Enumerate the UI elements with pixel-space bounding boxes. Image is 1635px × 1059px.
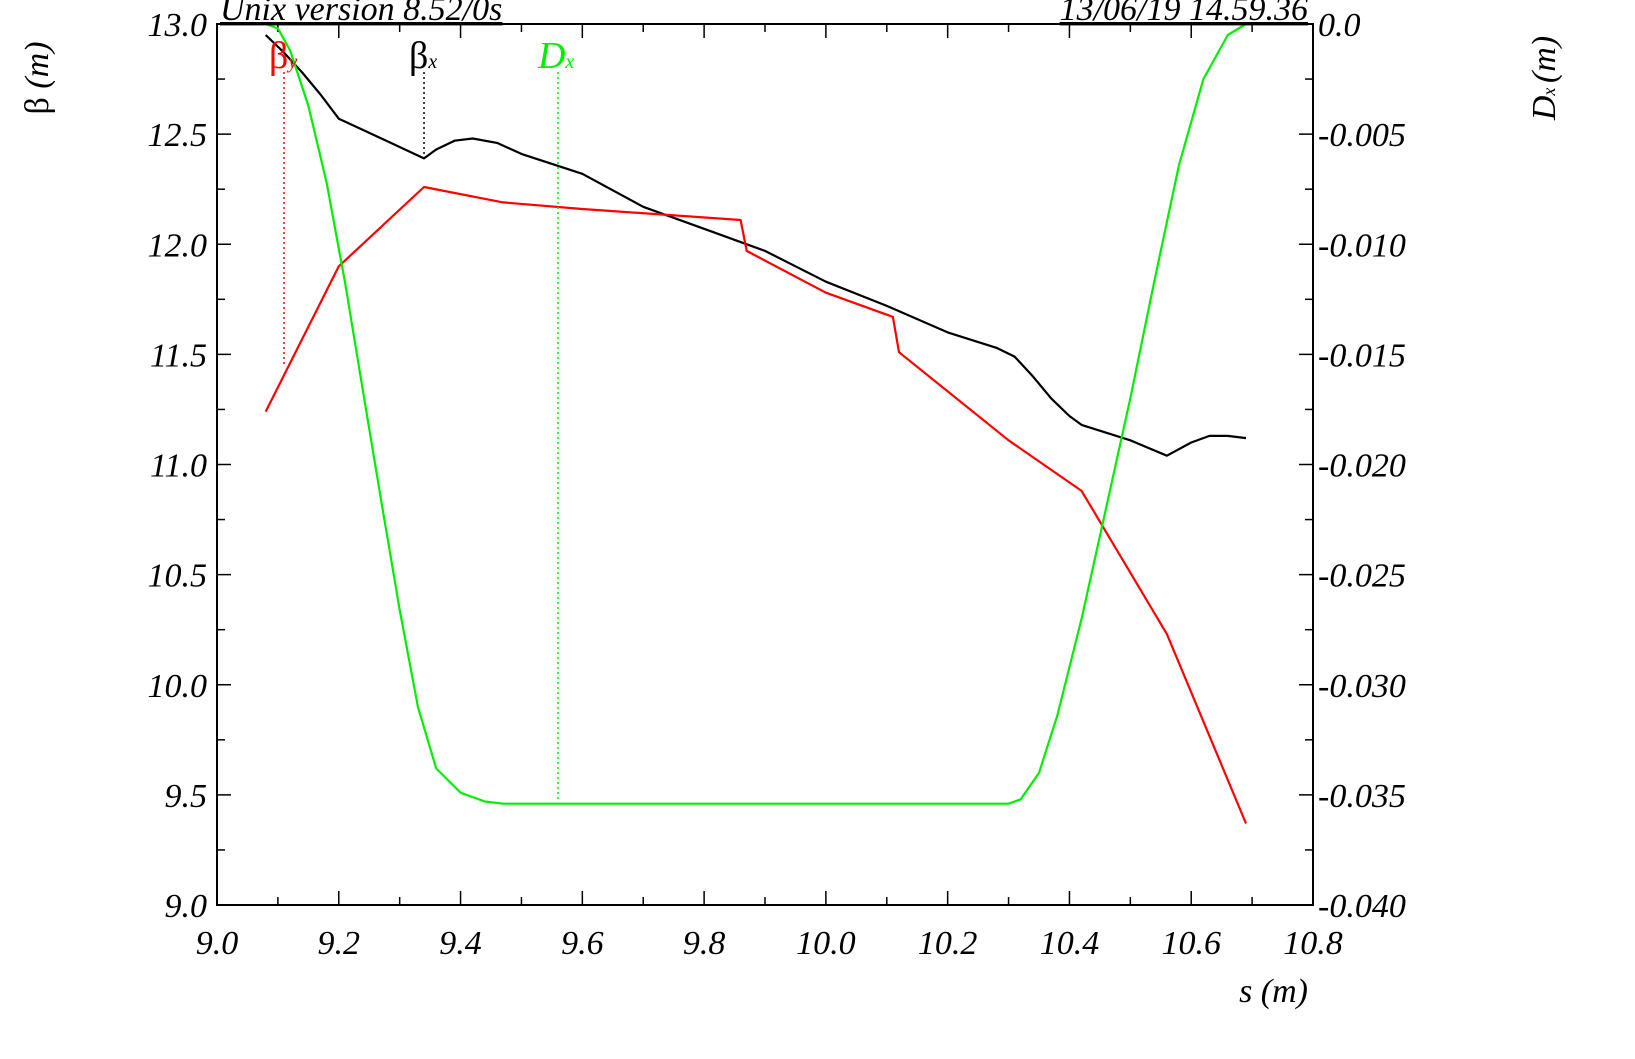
y-right-tick-label: -0.025 bbox=[1318, 558, 1406, 595]
series-line-Dx bbox=[265, 22, 1247, 805]
x-tick-label: 10.4 bbox=[1040, 925, 1100, 962]
y-left-tick-label: 10.5 bbox=[148, 558, 208, 595]
y-right-tick-label: -0.005 bbox=[1318, 117, 1406, 154]
x-tick-label: 10.0 bbox=[796, 925, 856, 962]
y-left-axis-symbol: β bbox=[19, 89, 56, 115]
y-left-tick-label: 12.0 bbox=[148, 227, 208, 264]
y-right-tick-label: -0.010 bbox=[1318, 227, 1406, 264]
x-tick-label: 10.8 bbox=[1283, 925, 1343, 962]
y-right-tick-label: -0.030 bbox=[1318, 668, 1406, 705]
series-layer bbox=[264, 22, 1248, 824]
header-right: 13/06/19 14.59.36 bbox=[1060, 0, 1308, 28]
y-right-tick-label: -0.040 bbox=[1318, 888, 1406, 925]
y-right-axis-subscript: x bbox=[1539, 83, 1559, 97]
x-tick-label: 10.2 bbox=[918, 925, 978, 962]
header-left: Unix version 8.52/0s bbox=[220, 0, 502, 28]
y-left-tick-label: 13.0 bbox=[148, 7, 208, 44]
x-tick-label: 9.4 bbox=[439, 925, 482, 962]
series-label-symbol: β bbox=[269, 35, 288, 77]
y-right-axis-label: Dx (m) bbox=[1526, 36, 1563, 121]
series-label-Dx: Dx bbox=[537, 35, 574, 77]
x-axis-label: s (m) bbox=[1239, 973, 1308, 1010]
y-right-axis-symbol: D bbox=[1526, 95, 1563, 121]
y-right-tick-label: -0.020 bbox=[1318, 448, 1406, 485]
y-right-tick-label: -0.015 bbox=[1318, 337, 1406, 374]
y-right-tick-label: 0.0 bbox=[1318, 7, 1361, 44]
x-tick-label: 9.0 bbox=[196, 925, 239, 962]
y-left-tick-label: 12.5 bbox=[148, 117, 208, 154]
y-left-tick-label: 11.0 bbox=[150, 448, 207, 485]
y-right-axis-unit: (m) bbox=[1526, 36, 1563, 83]
series-label-subscript: x bbox=[564, 51, 574, 73]
y-left-tick-label: 9.5 bbox=[165, 778, 208, 815]
y-left-tick-label: 11.5 bbox=[150, 337, 207, 374]
series-label-subscript: x bbox=[427, 51, 437, 73]
x-tick-label: 9.8 bbox=[683, 925, 726, 962]
x-tick-label: 10.6 bbox=[1161, 925, 1221, 962]
y-left-tick-label: 10.0 bbox=[148, 668, 208, 705]
x-tick-label: 9.2 bbox=[318, 925, 361, 962]
ticks-layer: 9.0 9.2 9.4 9.6 9.8 10.0 10.2 10.4 10.6 10.8 13.0 1… bbox=[148, 7, 1406, 962]
series-label-βy: βy bbox=[269, 35, 297, 77]
y-left-tick-label: 9.0 bbox=[165, 888, 208, 925]
series-label-symbol: β bbox=[409, 35, 428, 77]
plot-frame bbox=[216, 23, 1314, 906]
y-right-tick-label: -0.035 bbox=[1318, 778, 1406, 815]
series-label-subscript: y bbox=[286, 51, 297, 73]
series-line-βy bbox=[264, 185, 1248, 824]
y-left-axis-unit: (m) bbox=[19, 41, 56, 88]
y-left-axis-label: β (m) bbox=[19, 41, 56, 114]
x-tick-label: 9.6 bbox=[561, 925, 604, 962]
series-line-βx bbox=[264, 34, 1247, 457]
axes-layer bbox=[216, 23, 1314, 906]
series-label-symbol: D bbox=[537, 35, 565, 77]
series-label-βx: βx bbox=[409, 35, 437, 77]
